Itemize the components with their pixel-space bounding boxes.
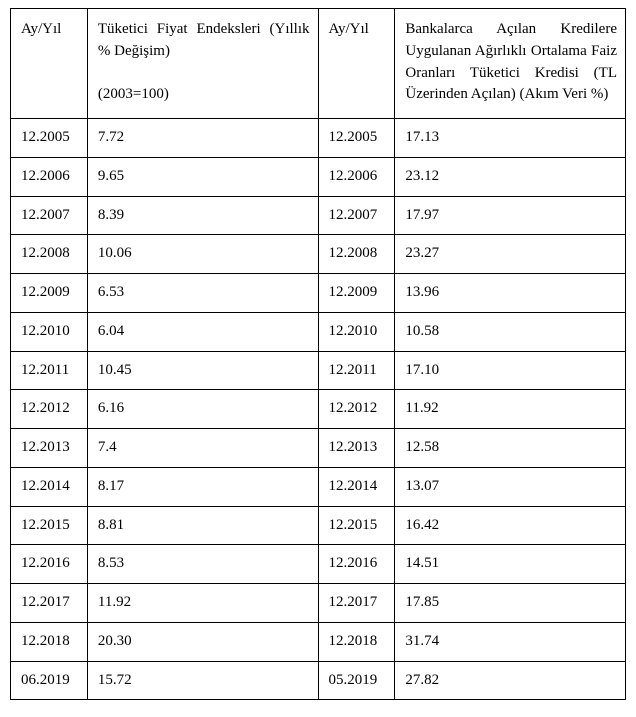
cell-col4: 13.07 <box>395 467 626 506</box>
table-header-row: Ay/Yıl Tüketici Fiyat Endeksleri (Yıllık… <box>11 9 626 119</box>
cell-col2: 6.53 <box>87 274 318 313</box>
cell-col3: 12.2014 <box>318 467 395 506</box>
table-row: 12.20137.412.201312.58 <box>11 429 626 468</box>
cell-col3: 12.2016 <box>318 545 395 584</box>
cell-col3: 12.2009 <box>318 274 395 313</box>
cell-col2: 11.92 <box>87 584 318 623</box>
cell-col3: 12.2010 <box>318 312 395 351</box>
cell-col1: 12.2009 <box>11 274 88 313</box>
cell-col4: 14.51 <box>395 545 626 584</box>
cell-col2: 8.17 <box>87 467 318 506</box>
cell-col3: 12.2018 <box>318 622 395 661</box>
table-row: 12.20148.1712.201413.07 <box>11 467 626 506</box>
cell-col2: 6.04 <box>87 312 318 351</box>
cell-col4: 17.13 <box>395 119 626 158</box>
cell-col4: 17.85 <box>395 584 626 623</box>
col-1-header: Ay/Yıl <box>11 9 88 119</box>
cell-col3: 12.2008 <box>318 235 395 274</box>
table-row: 12.20158.8112.201516.42 <box>11 506 626 545</box>
cell-col4: 11.92 <box>395 390 626 429</box>
cell-col4: 23.27 <box>395 235 626 274</box>
cell-col1: 12.2011 <box>11 351 88 390</box>
cell-col4: 23.12 <box>395 157 626 196</box>
col-2-header-line1: Tüketici Fiyat Endeksleri (Yıllık % Deği… <box>98 21 310 59</box>
cell-col1: 12.2010 <box>11 312 88 351</box>
cell-col1: 12.2008 <box>11 235 88 274</box>
cell-col3: 12.2017 <box>318 584 395 623</box>
cell-col2: 10.45 <box>87 351 318 390</box>
cell-col4: 17.10 <box>395 351 626 390</box>
cell-col3: 12.2015 <box>318 506 395 545</box>
cell-col1: 12.2013 <box>11 429 88 468</box>
cell-col2: 10.06 <box>87 235 318 274</box>
cell-col2: 9.65 <box>87 157 318 196</box>
cell-col4: 13.96 <box>395 274 626 313</box>
cell-col2: 15.72 <box>87 661 318 700</box>
cell-col1: 12.2006 <box>11 157 88 196</box>
cell-col3: 12.2011 <box>318 351 395 390</box>
cell-col2: 8.81 <box>87 506 318 545</box>
cell-col1: 12.2017 <box>11 584 88 623</box>
cell-col1: 12.2012 <box>11 390 88 429</box>
cell-col2: 7.4 <box>87 429 318 468</box>
table-row: 12.201820.3012.201831.74 <box>11 622 626 661</box>
page: Ay/Yıl Tüketici Fiyat Endeksleri (Yıllık… <box>0 0 636 708</box>
cell-col4: 10.58 <box>395 312 626 351</box>
col-2-header: Tüketici Fiyat Endeksleri (Yıllık % Deği… <box>87 9 318 119</box>
cell-col4: 27.82 <box>395 661 626 700</box>
table-row: 12.20106.0412.201010.58 <box>11 312 626 351</box>
table-row: 12.20078.3912.200717.97 <box>11 196 626 235</box>
table-row: 06.201915.7205.201927.82 <box>11 661 626 700</box>
cell-col3: 12.2006 <box>318 157 395 196</box>
cell-col4: 12.58 <box>395 429 626 468</box>
cell-col2: 8.39 <box>87 196 318 235</box>
col-3-header: Ay/Yıl <box>318 9 395 119</box>
table-row: 12.20126.1612.201211.92 <box>11 390 626 429</box>
cell-col2: 6.16 <box>87 390 318 429</box>
col-2-header-line2: (2003=100) <box>98 86 169 102</box>
cell-col2: 8.53 <box>87 545 318 584</box>
cell-col1: 12.2016 <box>11 545 88 584</box>
table-row: 12.20096.5312.200913.96 <box>11 274 626 313</box>
cell-col1: 12.2007 <box>11 196 88 235</box>
data-table: Ay/Yıl Tüketici Fiyat Endeksleri (Yıllık… <box>10 8 626 700</box>
cell-col4: 17.97 <box>395 196 626 235</box>
cell-col3: 12.2007 <box>318 196 395 235</box>
col-4-header: Bankalarca Açılan Kredilere Uygulanan Ağ… <box>395 9 626 119</box>
cell-col1: 06.2019 <box>11 661 88 700</box>
table-row: 12.20168.5312.201614.51 <box>11 545 626 584</box>
table-row: 12.20069.6512.200623.12 <box>11 157 626 196</box>
cell-col1: 12.2018 <box>11 622 88 661</box>
cell-col1: 12.2015 <box>11 506 88 545</box>
cell-col4: 31.74 <box>395 622 626 661</box>
cell-col3: 05.2019 <box>318 661 395 700</box>
cell-col4: 16.42 <box>395 506 626 545</box>
cell-col3: 12.2005 <box>318 119 395 158</box>
cell-col2: 7.72 <box>87 119 318 158</box>
table-row: 12.201711.9212.201717.85 <box>11 584 626 623</box>
cell-col2: 20.30 <box>87 622 318 661</box>
cell-col1: 12.2014 <box>11 467 88 506</box>
cell-col1: 12.2005 <box>11 119 88 158</box>
cell-col3: 12.2013 <box>318 429 395 468</box>
table-row: 12.201110.4512.201117.10 <box>11 351 626 390</box>
table-row: 12.200810.0612.200823.27 <box>11 235 626 274</box>
table-row: 12.20057.7212.200517.13 <box>11 119 626 158</box>
cell-col3: 12.2012 <box>318 390 395 429</box>
